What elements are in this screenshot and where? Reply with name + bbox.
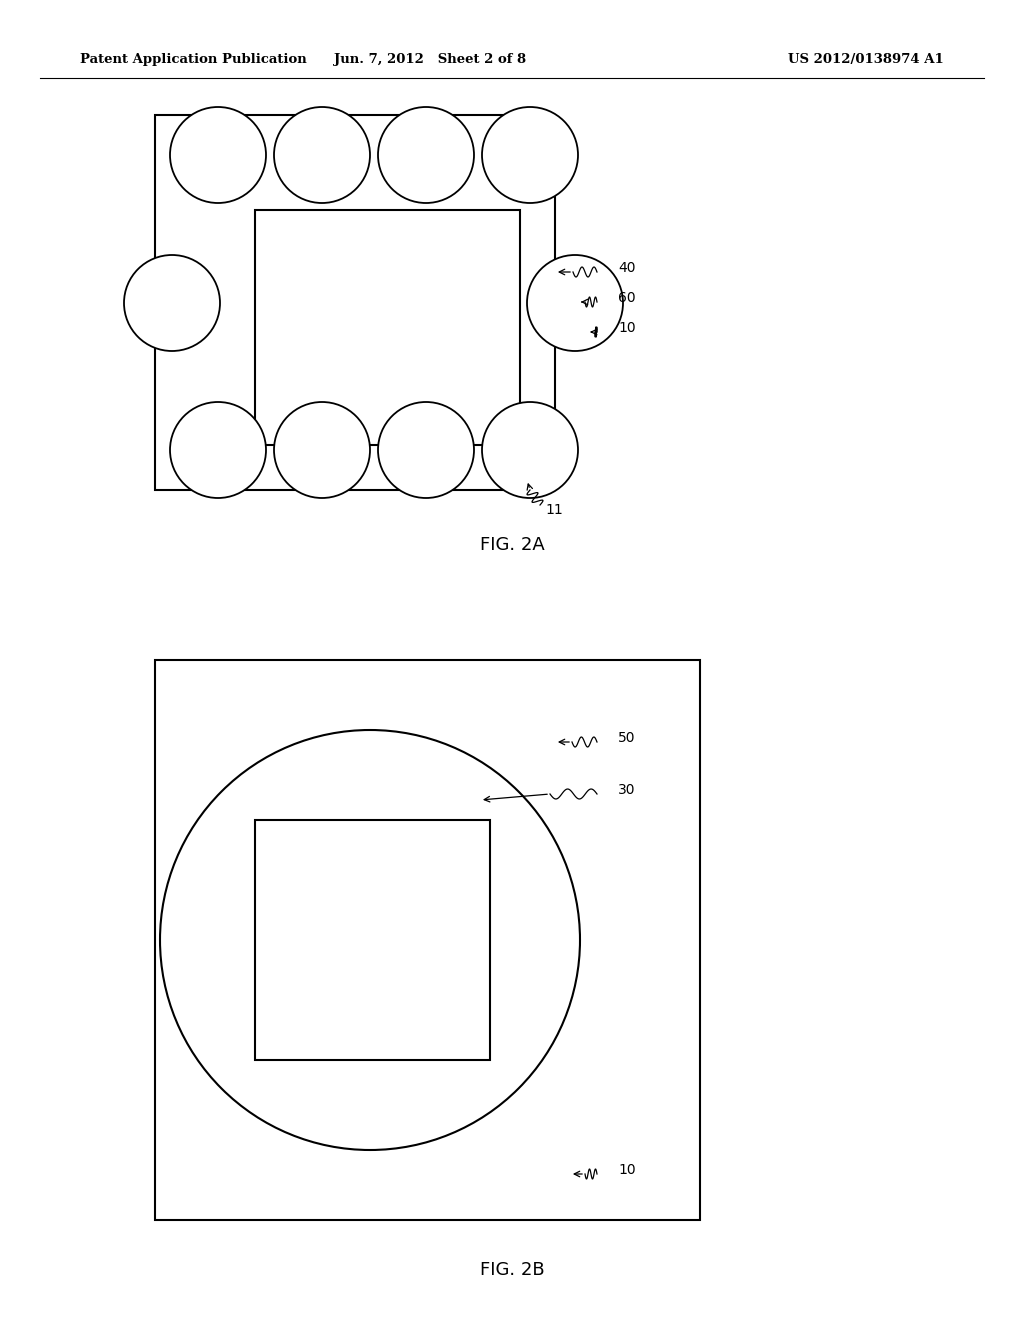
Circle shape (124, 255, 220, 351)
Circle shape (274, 403, 370, 498)
Circle shape (482, 403, 578, 498)
Circle shape (482, 107, 578, 203)
Text: 10: 10 (618, 321, 636, 335)
Text: 40: 40 (618, 261, 636, 275)
Text: Patent Application Publication: Patent Application Publication (80, 54, 307, 66)
Text: FIG. 2A: FIG. 2A (479, 536, 545, 554)
Text: 60: 60 (618, 290, 636, 305)
Text: 11: 11 (545, 503, 563, 517)
Circle shape (378, 107, 474, 203)
Circle shape (378, 403, 474, 498)
Text: Jun. 7, 2012   Sheet 2 of 8: Jun. 7, 2012 Sheet 2 of 8 (334, 54, 526, 66)
Circle shape (527, 255, 623, 351)
Circle shape (170, 107, 266, 203)
Circle shape (160, 730, 580, 1150)
Text: 10: 10 (618, 1163, 636, 1177)
Bar (155, 115, 555, 490)
Bar (255, 820, 490, 1060)
Text: FIG. 2B: FIG. 2B (479, 1261, 545, 1279)
Bar (155, 660, 700, 1220)
Text: US 2012/0138974 A1: US 2012/0138974 A1 (788, 54, 944, 66)
Circle shape (170, 403, 266, 498)
Bar (255, 210, 520, 445)
Circle shape (274, 107, 370, 203)
Text: 30: 30 (618, 783, 636, 797)
Text: 50: 50 (618, 731, 636, 744)
